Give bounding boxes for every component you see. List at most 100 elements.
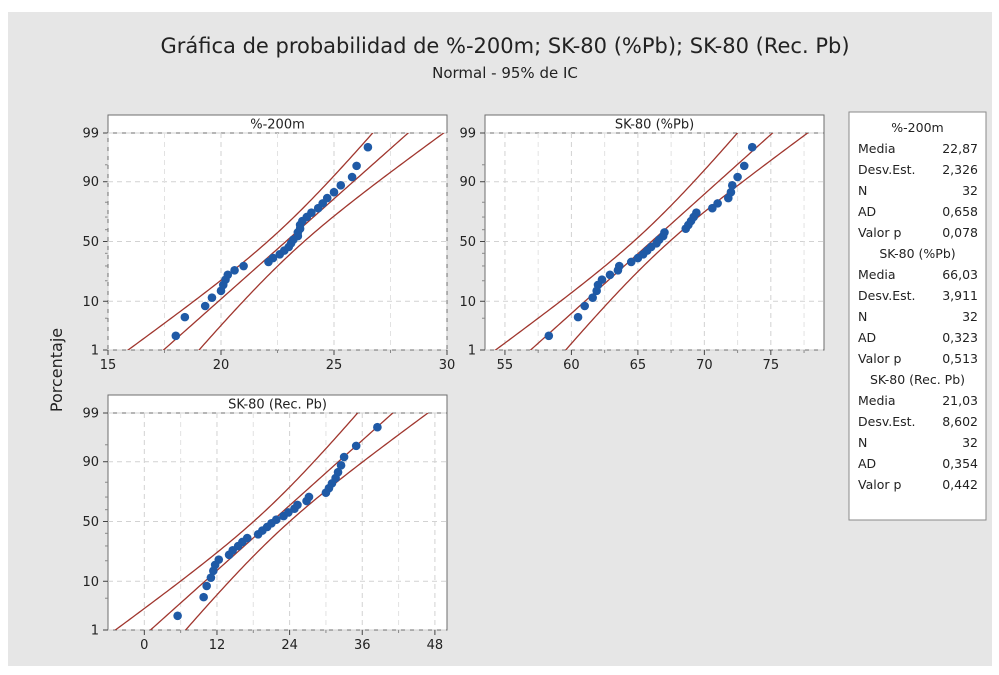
data-point (180, 312, 190, 322)
chart-title: Gráfica de probabilidad de %-200m; SK-80… (160, 34, 849, 58)
data-point (733, 172, 742, 182)
data-point (339, 452, 349, 462)
stats-legend: %-200m Media 22,87 Desv.Est. 2,326 N 32 AD 0,658… (848, 111, 987, 521)
legend-stat-label: Media (858, 141, 896, 156)
legend-stat-value: 32 (962, 309, 978, 324)
data-point (336, 181, 346, 190)
y-tick-label: 99 (459, 127, 476, 142)
legend-stat-value: 3,911 (942, 288, 978, 303)
panel-title: SK-80 (%Pb) (615, 118, 694, 133)
y-tick-label: 90 (459, 175, 476, 190)
x-tick-label: 65 (630, 358, 647, 373)
fitted-line (162, 133, 410, 350)
data-point (347, 172, 357, 182)
legend-stat-value: 8,602 (942, 414, 978, 429)
ci-lower-line (114, 413, 359, 630)
data-point (739, 161, 749, 171)
legend-group-title: %-200m (891, 120, 943, 135)
x-tick-label: 20 (213, 358, 230, 373)
data-point (626, 257, 636, 267)
probability-panel: %-200m 1 10 50 90 99 15 20 25 30 (82, 114, 456, 373)
probability-panel: SK-80 (Rec. Pb) 1 10 50 90 99 0 12 24 36 48 (82, 394, 448, 653)
y-tick-label: 10 (82, 295, 99, 310)
x-tick-label: 30 (439, 358, 456, 373)
probability-panel: SK-80 (%Pb) 1 10 50 90 99 55 60 65 70 75 (459, 114, 825, 373)
data-point (614, 261, 624, 271)
legend-stat-label: Desv.Est. (858, 288, 916, 303)
data-point (726, 187, 736, 197)
y-tick-label: 10 (82, 575, 99, 590)
legend-stat-label: N (858, 435, 867, 450)
data-point (268, 253, 278, 263)
fit-lines (494, 133, 809, 350)
legend-stat-value: 32 (962, 183, 978, 198)
x-tick-label: 25 (326, 358, 343, 373)
data-point (713, 199, 722, 208)
legend-stat-value: 0,658 (942, 204, 978, 219)
legend-stat-label: Valor p (858, 225, 901, 240)
panel-title: SK-80 (Rec. Pb) (228, 398, 327, 413)
x-tick-label: 48 (427, 638, 444, 653)
data-point (206, 573, 216, 582)
data-point (580, 301, 590, 311)
x-tick-label: 70 (696, 358, 713, 373)
y-tick-label: 1 (468, 344, 476, 359)
data-point (171, 331, 181, 341)
legend-group-title: SK-80 (Rec. Pb) (870, 372, 965, 387)
y-axis-label: Porcentaje (47, 328, 66, 412)
y-tick-label: 50 (82, 515, 99, 530)
y-tick-label: 50 (82, 235, 99, 250)
data-point (214, 555, 224, 564)
y-tick-label: 10 (459, 295, 476, 310)
y-tick-label: 1 (91, 624, 99, 639)
data-point (223, 270, 233, 280)
data-point (304, 492, 314, 502)
data-point (544, 331, 554, 341)
y-tick-label: 99 (82, 407, 99, 422)
data-point (727, 181, 737, 190)
data-point (199, 592, 208, 602)
data-point (597, 275, 607, 284)
ci-upper-line (184, 413, 430, 630)
legend-stat-value: 21,03 (942, 393, 978, 408)
legend-stat-value: 0,442 (942, 477, 978, 492)
legend-stat-value: 2,326 (942, 162, 978, 177)
legend-stat-label: Desv.Est. (858, 414, 916, 429)
data-point (363, 142, 373, 152)
y-tick-label: 90 (82, 175, 99, 190)
data-point (329, 187, 339, 197)
x-tick-label: 0 (140, 638, 148, 653)
x-tick-label: 15 (100, 358, 117, 373)
fitted-line (529, 133, 774, 350)
legend-stat-value: 0,354 (942, 456, 978, 471)
y-tick-label: 90 (82, 455, 99, 470)
legend-group-title: SK-80 (%Pb) (879, 246, 955, 261)
data-point (242, 533, 252, 543)
data-point (230, 265, 239, 275)
x-tick-label: 12 (209, 638, 226, 653)
y-tick-label: 1 (91, 344, 99, 359)
legend-stat-value: 22,87 (942, 141, 978, 156)
data-point (293, 500, 302, 510)
ci-lower-line (126, 133, 374, 350)
legend-stat-value: 0,323 (942, 330, 978, 345)
data-point (307, 208, 316, 218)
data-point (173, 611, 182, 621)
data-point (202, 581, 211, 591)
legend-stat-label: Desv.Est. (858, 162, 916, 177)
data-point (692, 208, 701, 218)
data-point (588, 293, 597, 302)
data-point (336, 461, 346, 470)
legend-stat-label: Media (858, 393, 896, 408)
data-point (605, 270, 615, 280)
ci-lower-line (494, 133, 739, 350)
data-point (200, 301, 210, 311)
data-point (207, 293, 217, 302)
data-point (271, 515, 281, 524)
legend-stat-label: AD (858, 330, 876, 345)
fit-lines (126, 133, 445, 350)
legend-stat-label: AD (858, 456, 876, 471)
